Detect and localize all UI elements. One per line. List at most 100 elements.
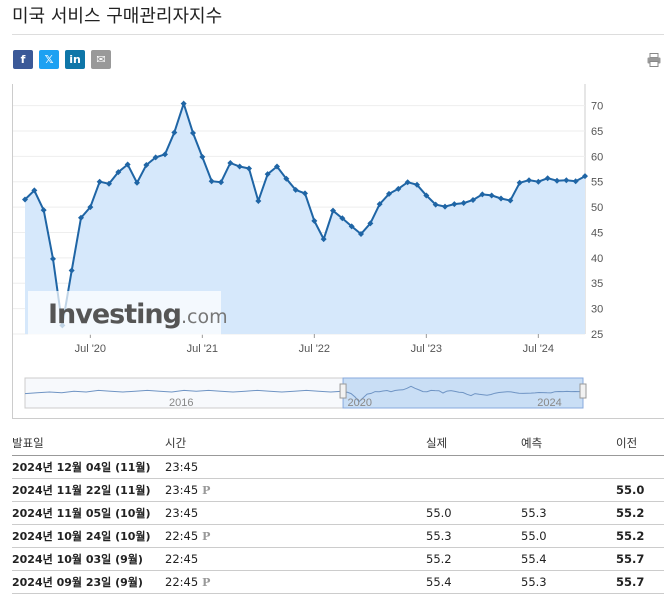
release-date-text: 2024년 12월 04일 (11월) bbox=[12, 461, 151, 474]
forecast-value bbox=[521, 478, 616, 502]
actual-value-text: 55.3 bbox=[426, 529, 452, 543]
data-point bbox=[199, 153, 206, 160]
data-point bbox=[152, 154, 159, 161]
preliminary-icon: P bbox=[202, 484, 211, 497]
data-point bbox=[442, 203, 448, 210]
release-date-text: 2024년 10월 24일 (10월) bbox=[12, 530, 151, 543]
header-date: 발표일 bbox=[12, 430, 165, 456]
y-tick-label: 45 bbox=[591, 227, 603, 239]
data-point bbox=[572, 178, 579, 185]
data-point bbox=[40, 207, 47, 214]
data-point bbox=[470, 197, 476, 204]
navigator-handle bbox=[579, 383, 587, 399]
data-point bbox=[414, 181, 420, 188]
watermark-logo: Investing.com bbox=[48, 299, 228, 330]
release-date-text: 2024년 11월 22일 (11월) bbox=[12, 484, 151, 497]
release-time-text: 22:45 bbox=[165, 552, 199, 566]
x-tick-label: Jul '23 bbox=[411, 343, 442, 355]
forecast-value-text: 55.3 bbox=[521, 506, 547, 520]
data-point bbox=[87, 204, 94, 211]
previous-value-text: 55.7 bbox=[616, 552, 645, 566]
navigator-handle bbox=[339, 383, 347, 399]
data-point bbox=[96, 178, 103, 185]
data-point bbox=[292, 186, 299, 193]
table-row: 2024년 10월 03일 (9월) 22:45 55.2 55.4 55.7 bbox=[12, 547, 664, 571]
previous-value: 55.0 bbox=[616, 478, 664, 502]
data-point bbox=[544, 175, 551, 182]
preliminary-icon: P bbox=[202, 576, 211, 589]
data-point bbox=[190, 130, 196, 137]
previous-value-text: 55.2 bbox=[616, 529, 645, 543]
data-point bbox=[451, 201, 458, 208]
data-point bbox=[554, 177, 560, 184]
navigator-series bbox=[24, 385, 584, 403]
release-date: 2024년 10월 24일 (10월) bbox=[12, 524, 165, 548]
y-tick-label: 55 bbox=[591, 177, 603, 189]
x-tick-label: Jul '22 bbox=[299, 343, 330, 355]
release-time: 22:45 P bbox=[165, 524, 426, 548]
release-date: 2024년 12월 04일 (11월) bbox=[12, 455, 165, 479]
forecast-value: 55.0 bbox=[521, 524, 616, 548]
data-point bbox=[50, 255, 56, 262]
data-point bbox=[283, 175, 290, 182]
printer-icon[interactable] bbox=[647, 53, 661, 67]
table-row: 2024년 12월 04일 (11월) 23:45 bbox=[12, 455, 664, 479]
data-point bbox=[376, 201, 383, 208]
header-forecast: 예측 bbox=[521, 430, 616, 456]
release-time-text: 23:45 bbox=[165, 483, 199, 497]
y-tick-label: 40 bbox=[591, 253, 603, 265]
series-area bbox=[25, 103, 585, 334]
email-icon[interactable]: ✉ bbox=[91, 50, 111, 69]
release-time-text: 23:45 bbox=[165, 460, 199, 474]
release-date-text: 2024년 09월 23일 (9월) bbox=[12, 576, 143, 589]
x-tick-label: Jul '20 bbox=[75, 343, 106, 355]
previous-value: 55.7 bbox=[616, 547, 664, 571]
release-date-text: 2024년 10월 03일 (9월) bbox=[12, 553, 143, 566]
x-icon[interactable]: 𝕏 bbox=[39, 50, 59, 69]
linkedin-icon[interactable]: in bbox=[65, 50, 85, 69]
forecast-value-text: 55.0 bbox=[521, 529, 547, 543]
y-tick-label: 65 bbox=[591, 126, 603, 138]
table-row: 2024년 11월 22일 (11월) 23:45 P 55.0 bbox=[12, 478, 664, 502]
data-point bbox=[339, 215, 346, 222]
data-point bbox=[302, 190, 308, 197]
data-point bbox=[507, 197, 514, 204]
actual-value bbox=[426, 478, 521, 502]
table-header-row: 발표일 시간 실제 예측 이전 bbox=[12, 430, 664, 456]
forecast-value-text: 55.4 bbox=[521, 552, 547, 566]
data-point bbox=[432, 201, 439, 208]
y-tick-label: 50 bbox=[591, 202, 603, 214]
y-tick-label: 30 bbox=[591, 304, 603, 316]
release-date: 2024년 09월 23일 (9월) bbox=[12, 570, 165, 594]
release-time: 22:45 bbox=[165, 547, 426, 571]
table-row: 2024년 09월 23일 (9월) 22:45 P 55.4 55.3 55.7 bbox=[12, 570, 664, 594]
x-tick-label: Jul '24 bbox=[523, 343, 554, 355]
data-point bbox=[311, 217, 318, 224]
data-point bbox=[171, 129, 178, 136]
data-point bbox=[582, 173, 588, 180]
data-point bbox=[330, 207, 336, 214]
release-time-text: 22:45 bbox=[165, 575, 199, 589]
actual-value-text: 55.0 bbox=[426, 506, 452, 520]
data-point bbox=[236, 163, 243, 170]
chart-container: 70 65 60 55 50 45 40 35 30 25 Jul '20 Jul '21 Jul '2… bbox=[12, 84, 664, 419]
release-date-text: 2024년 11월 05일 (10월) bbox=[12, 507, 151, 520]
data-point bbox=[348, 223, 355, 230]
forecast-value-text: 55.3 bbox=[521, 575, 547, 589]
data-point bbox=[68, 267, 75, 274]
release-date: 2024년 10월 03일 (9월) bbox=[12, 547, 165, 571]
y-tick-label: 70 bbox=[591, 101, 603, 113]
navigator-label: 2024 bbox=[537, 397, 561, 409]
table-row: 2024년 10월 24일 (10월) 22:45 P 55.3 55.0 55.2 bbox=[12, 524, 664, 548]
data-point bbox=[274, 163, 280, 170]
previous-value: 55.7 bbox=[616, 570, 664, 594]
data-point bbox=[423, 192, 430, 199]
data-point bbox=[115, 169, 122, 176]
previous-value bbox=[616, 455, 664, 479]
header-time: 시간 bbox=[165, 430, 426, 456]
previous-value-text: 55.0 bbox=[616, 483, 645, 497]
pmi-chart: 70 65 60 55 50 45 40 35 30 25 Jul '20 Jul '21 Jul '2… bbox=[13, 84, 603, 409]
data-point bbox=[162, 151, 168, 158]
header-previous: 이전 bbox=[616, 430, 664, 456]
facebook-icon[interactable]: f bbox=[13, 50, 33, 69]
